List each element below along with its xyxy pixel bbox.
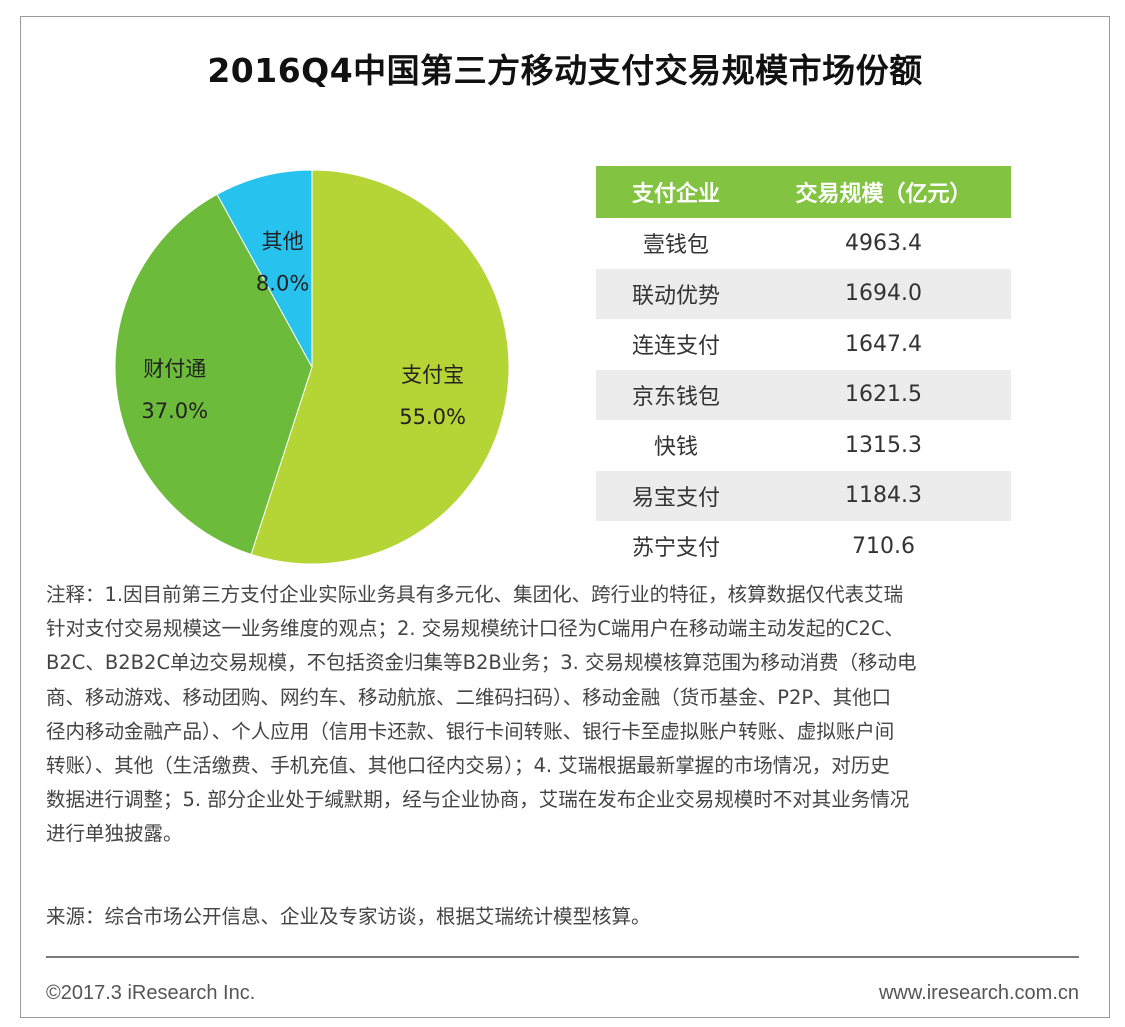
table-cell-volume: 1315.3 bbox=[845, 432, 922, 458]
table-header-company: 支付企业 bbox=[596, 166, 756, 218]
table-cell-company: 易宝支付 bbox=[596, 470, 756, 521]
chart-frame bbox=[20, 16, 1110, 1018]
notes-line: 针对支付交易规模这一业务维度的观点；2. 交易规模统计口径为C端用户在移动端主动… bbox=[46, 617, 905, 641]
notes-line: 注释：1.因目前第三方支付企业实际业务具有多元化、集团化、跨行业的特征，核算数据… bbox=[46, 583, 904, 606]
pie-slice-3 bbox=[216, 169, 313, 368]
volume-table: 支付企业 交易规模（亿元） 壹钱包 4963.4 联动优势 1694.0 连连支… bbox=[596, 166, 1011, 572]
footer-divider bbox=[46, 956, 1079, 958]
table-cell-company: 京东钱包 bbox=[596, 369, 756, 420]
table-row: 易宝支付 1184.3 bbox=[596, 470, 1011, 521]
pie-slice-label: 支付宝 bbox=[401, 363, 464, 387]
notes-line: 转账）、其他（生活缴费、手机充值、其他口径内交易）；4. 艾瑞根据最新掌握的市场… bbox=[46, 754, 890, 778]
table-header-row: 支付企业 交易规模（亿元） bbox=[596, 166, 1011, 218]
notes-line: B2C、B2B2C单边交易规模，不包括资金归集等B2B业务；3. 交易规模核算范… bbox=[46, 651, 917, 675]
table-cell-company: 联动优势 bbox=[596, 268, 756, 319]
table-cell-volume: 1647.4 bbox=[845, 331, 922, 357]
table-row: 连连支付 1647.4 bbox=[596, 319, 1011, 370]
table-cell-company: 苏宁支付 bbox=[631, 536, 720, 562]
table-cell-volume: 4963.4 bbox=[845, 230, 922, 256]
table-row: 京东钱包 1621.5 bbox=[596, 369, 1011, 420]
table-cell-volume: 710.6 bbox=[852, 533, 915, 559]
notes-line: 数据进行调整；5. 部分企业处于缄默期，经与企业协商，艾瑞在发布企业交易规模时不… bbox=[46, 788, 910, 812]
table-cell-company: 壹钱包 bbox=[642, 233, 709, 259]
pie-slice-1 bbox=[250, 169, 510, 565]
table-cell-company: 快钱 bbox=[653, 435, 698, 461]
notes-line: 进行单独披露。 bbox=[46, 822, 183, 846]
pie-chart: 支付宝 55.0% 财付通 37.0% 其他 8.0% bbox=[114, 169, 510, 565]
pie-slice-2 bbox=[114, 193, 313, 555]
table-row: 壹钱包 4963.4 bbox=[596, 218, 1011, 269]
table-cell-company: 连连支付 bbox=[631, 334, 720, 360]
table-row: 联动优势 1694.0 bbox=[596, 268, 1011, 319]
table-cell-volume: 1184.3 bbox=[756, 470, 1011, 521]
chart-title: 2016Q4中国第三方移动支付交易规模市场份额 bbox=[207, 51, 923, 90]
website-link[interactable]: www.iresearch.com.cn bbox=[878, 982, 1079, 1004]
table-row: 苏宁支付 710.6 bbox=[596, 521, 1011, 572]
pie-slice-label: 财付通 bbox=[143, 357, 206, 381]
table-cell-volume: 1621.5 bbox=[756, 369, 1011, 420]
notes-block: 注释：1.因目前第三方支付企业实际业务具有多元化、集团化、跨行业的特征，核算数据… bbox=[46, 578, 1086, 852]
source-text: 来源：综合市场公开信息、企业及专家访谈，根据艾瑞统计模型核算。 bbox=[46, 905, 651, 928]
table-row: 快钱 1315.3 bbox=[596, 420, 1011, 471]
pie-slice-value-label: 37.0% bbox=[141, 399, 208, 423]
table-cell-volume: 1694.0 bbox=[756, 268, 1011, 319]
pie-slice-value-label: 8.0% bbox=[256, 272, 309, 296]
notes-line: 商、移动游戏、移动团购、网约车、移动航旅、二维码扫码）、移动金融（货币基金、P2… bbox=[46, 685, 892, 709]
pie-slice-label: 其他 bbox=[262, 230, 304, 254]
copyright-text: ©2017.3 iResearch Inc. bbox=[46, 982, 256, 1004]
notes-line: 径内移动金融产品）、个人应用（信用卡还款、银行卡间转账、银行卡至虚拟账户转账、虚… bbox=[46, 719, 895, 743]
table-header-volume: 交易规模（亿元） bbox=[756, 166, 1011, 218]
pie-slice-value-label: 55.0% bbox=[399, 405, 466, 429]
